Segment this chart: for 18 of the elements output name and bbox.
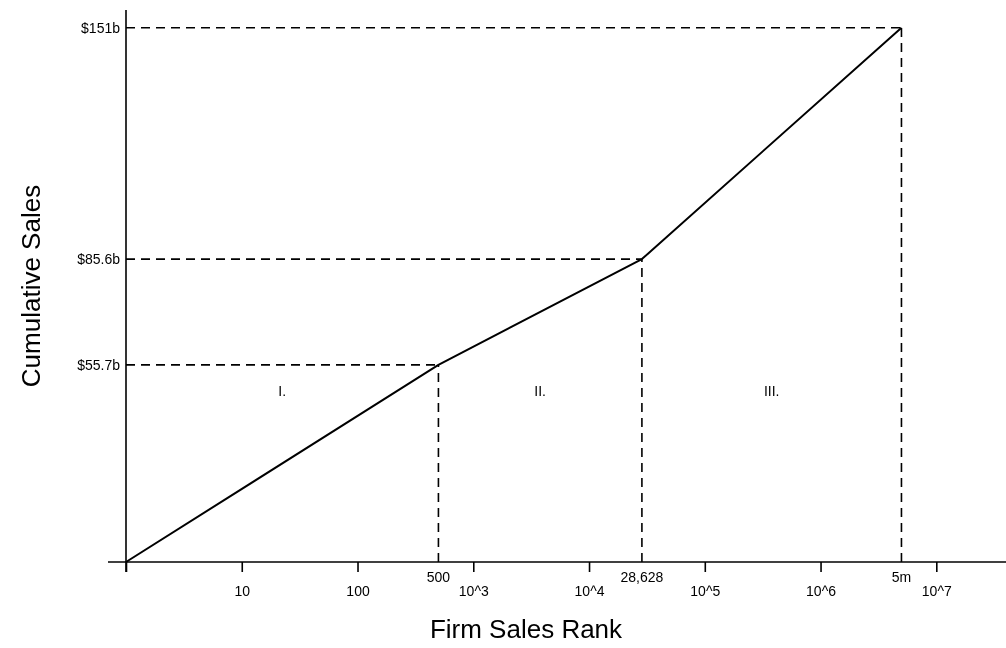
y-tick-label: $85.6b — [77, 251, 121, 268]
x-tick-label: 100 — [346, 582, 370, 599]
x-tick-label: 10 — [234, 582, 251, 599]
x-axis-title: Firm Sales Rank — [429, 614, 624, 644]
ref-line-label: 500 — [426, 569, 451, 585]
y-tick-label: $55.7b — [77, 356, 121, 373]
ref-line-label: 5m — [891, 569, 912, 585]
x-tick-label: 10^3 — [458, 582, 489, 599]
annotation: III. — [763, 383, 780, 400]
x-tick-label: 10^6 — [806, 582, 837, 599]
ref-line-label: 28,628 — [620, 569, 664, 585]
x-tick-label: 10^5 — [690, 582, 721, 599]
y-axis-title: Cumulative Sales — [16, 184, 46, 388]
y-tick-label: $151b — [81, 19, 121, 36]
x-tick-label: 10^7 — [921, 582, 952, 599]
annotation: II. — [534, 383, 546, 400]
annotation: I. — [278, 383, 287, 400]
x-tick-label: 10^4 — [574, 582, 605, 599]
